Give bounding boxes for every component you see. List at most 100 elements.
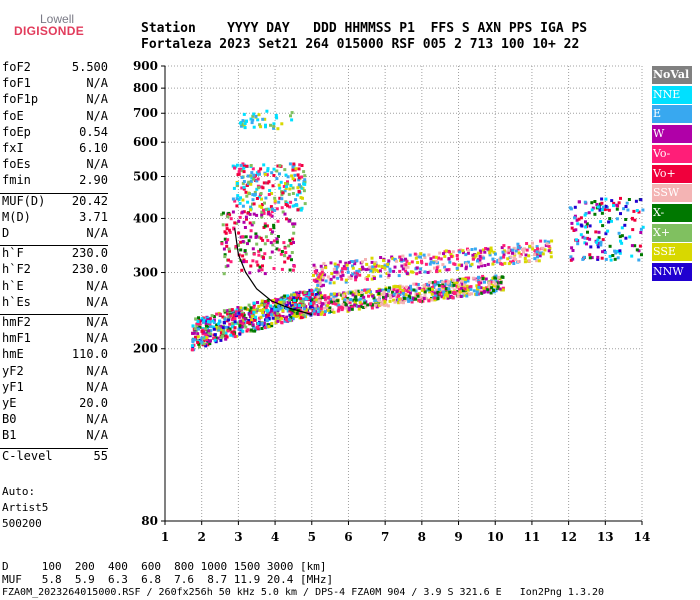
data-point: [412, 296, 415, 300]
data-point: [381, 288, 385, 292]
data-point: [298, 163, 302, 167]
data-point: [317, 300, 321, 304]
data-point: [246, 211, 250, 215]
data-point: [202, 339, 206, 343]
data-point: [463, 287, 467, 291]
data-point: [436, 281, 440, 285]
data-point: [584, 220, 587, 224]
data-point: [589, 245, 593, 249]
data-point: [340, 270, 344, 274]
data-point: [414, 256, 418, 260]
data-point: [237, 311, 241, 315]
data-point: [226, 312, 230, 316]
data-point: [251, 323, 255, 327]
data-point: [224, 265, 228, 269]
param-row: hmF1 N/A: [2, 331, 108, 347]
data-point: [218, 320, 222, 324]
data-point: [207, 320, 210, 324]
data-point: [253, 175, 257, 179]
data-point: [283, 260, 287, 264]
data-point: [466, 251, 470, 255]
data-point: [230, 308, 234, 312]
data-point: [416, 294, 420, 298]
data-point: [251, 247, 255, 251]
data-point: [455, 266, 459, 270]
data-point: [571, 249, 575, 252]
data-point: [231, 325, 235, 329]
data-point: [392, 292, 396, 296]
auto-label: Auto:: [2, 485, 36, 498]
data-point: [404, 293, 408, 297]
data-point: [244, 190, 248, 194]
data-point: [410, 288, 414, 292]
data-point: [226, 264, 230, 268]
data-point: [273, 199, 277, 203]
data-point: [482, 256, 486, 260]
data-point: [344, 280, 348, 284]
data-point: [335, 270, 339, 274]
data-point: [492, 289, 495, 292]
data-point: [405, 272, 409, 276]
data-point: [444, 293, 448, 297]
param-value: N/A: [86, 379, 108, 394]
data-point: [202, 318, 206, 322]
data-point: [260, 197, 263, 201]
data-point: [392, 285, 396, 289]
data-point: [191, 324, 195, 328]
data-point: [262, 163, 266, 167]
data-point: [263, 224, 267, 228]
data-point: [347, 306, 351, 310]
data-point: [262, 324, 266, 328]
data-point: [254, 232, 258, 236]
data-point: [422, 253, 426, 257]
data-point: [463, 283, 467, 287]
data-point: [416, 255, 420, 259]
param-row: foF2 5.500: [2, 60, 108, 76]
data-point: [373, 260, 377, 264]
data-point: [390, 255, 394, 259]
data-point: [321, 296, 325, 300]
data-point: [272, 223, 276, 227]
data-point: [364, 258, 367, 261]
data-point: [406, 290, 410, 294]
data-point: [313, 307, 317, 311]
param-value: N/A: [86, 226, 108, 240]
data-point: [428, 262, 432, 266]
data-point: [379, 274, 383, 278]
data-point: [284, 173, 288, 177]
data-point: [323, 294, 327, 298]
data-point: [329, 261, 333, 265]
data-point: [286, 204, 289, 208]
data-point: [374, 263, 378, 267]
data-point: [314, 288, 318, 292]
legend-item: SSW: [652, 184, 692, 203]
data-point: [619, 196, 622, 200]
data-point: [269, 123, 272, 127]
data-point: [608, 217, 612, 221]
data-point: [219, 338, 223, 342]
data-point: [311, 289, 315, 293]
data-point: [572, 229, 576, 232]
data-point: [599, 240, 603, 244]
data-point: [440, 295, 444, 299]
data-point: [260, 213, 264, 217]
data-point: [260, 210, 264, 214]
data-point: [531, 247, 535, 251]
data-point: [296, 208, 300, 212]
data-point: [239, 196, 242, 200]
data-point: [543, 248, 547, 252]
data-point: [358, 300, 362, 304]
data-point: [535, 259, 539, 263]
data-point: [503, 261, 507, 265]
data-point: [261, 308, 265, 311]
data-point: [286, 180, 289, 184]
data-point: [265, 207, 269, 211]
data-point: [280, 250, 284, 253]
data-point: [397, 274, 401, 278]
data-point: [463, 293, 467, 297]
data-point: [523, 257, 527, 260]
data-point: [239, 240, 243, 244]
data-point: [611, 254, 615, 257]
data-point: [276, 298, 280, 302]
data-point: [281, 315, 285, 318]
